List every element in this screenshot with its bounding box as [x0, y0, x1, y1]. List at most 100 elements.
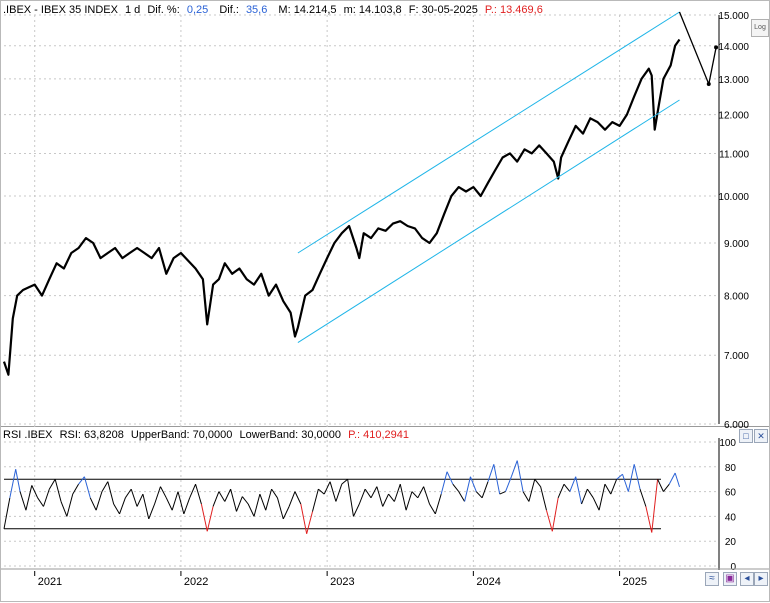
rsi-segment — [563, 483, 571, 492]
x-tick-label: 2025 — [623, 576, 647, 588]
rsi-segment — [148, 503, 156, 520]
last-price-label: P.: 13.469,6 — [484, 4, 543, 16]
rsi-segment — [165, 497, 173, 511]
rsi-segment — [417, 486, 425, 499]
rsi-segment — [294, 491, 302, 505]
rsi-segment — [200, 503, 208, 532]
rsi-segment — [522, 491, 530, 502]
rsi-segment — [440, 471, 448, 495]
projection-point — [706, 82, 711, 87]
rsi-segment — [177, 491, 185, 515]
rsi-segment — [212, 491, 220, 507]
rsi-segment — [358, 488, 366, 505]
x-tick-label: 2022 — [184, 576, 208, 588]
rsi-segment — [206, 506, 214, 532]
rsi-segment — [622, 474, 629, 492]
rsi-segment — [645, 506, 653, 533]
rsi-segment — [113, 503, 120, 515]
rsi-segment — [616, 473, 623, 480]
rsi-y-tick-label: 100 — [719, 438, 736, 449]
projection-path-line — [678, 11, 717, 87]
rsi-segment — [627, 464, 635, 492]
price-y-tick-label: 8.000 — [724, 292, 749, 303]
rsi-segment — [78, 476, 85, 485]
rsi-segment — [83, 476, 91, 498]
rsi-segment — [224, 488, 232, 502]
rsi-lower-label: LowerBand: 30,0000 — [239, 429, 341, 441]
rsi-segment — [265, 488, 273, 511]
rsi-segment — [130, 488, 138, 507]
rsi-segment — [464, 476, 471, 502]
rsi-segment — [329, 481, 337, 502]
rsi-upper-label: UpperBand: 70,0000 — [130, 429, 233, 441]
rsi-segment — [586, 488, 594, 499]
panel-maximize-button[interactable]: □ — [739, 429, 753, 443]
rsi-segment — [557, 483, 565, 498]
rsi-segment — [604, 483, 612, 495]
rsi-segment — [282, 506, 290, 520]
rsi-segment — [493, 464, 501, 495]
change-value: 35,6 — [245, 4, 268, 16]
price-y-tick-label: 15.000 — [718, 11, 749, 22]
rsi-segment — [318, 488, 325, 495]
rsi-segment — [551, 497, 559, 532]
rsi-segment — [639, 488, 647, 507]
rsi-segment — [674, 472, 680, 488]
min-label: m: 14.103,8 — [343, 4, 402, 16]
period-label: 1 d — [125, 4, 141, 16]
rsi-segment — [481, 481, 489, 498]
scroll-left-icon[interactable]: ◂ — [740, 572, 754, 586]
date-label: F: 30-05-2025 — [408, 4, 478, 16]
rsi-segment — [399, 484, 407, 511]
rsi-segment — [19, 491, 27, 511]
rsi-segment — [60, 501, 68, 517]
rsi-segment — [276, 497, 284, 520]
rsi-segment — [434, 493, 442, 515]
rsi-segment — [668, 472, 676, 485]
rsi-segment — [142, 493, 150, 519]
rsi-segment — [183, 497, 191, 515]
log-scale-button[interactable]: Log — [751, 19, 769, 37]
symbol-label: .IBEX - IBEX 35 INDEX — [3, 4, 118, 16]
rsi-segment — [528, 479, 536, 502]
rsi-segment — [446, 471, 454, 485]
rsi-segment — [364, 488, 372, 499]
panel-close-button[interactable]: ✕ — [754, 429, 768, 443]
rsi-segment — [66, 493, 74, 517]
rsi-segment — [370, 486, 378, 499]
rsi-segment — [657, 478, 664, 492]
rsi-segment — [353, 503, 360, 517]
rsi-segment — [54, 479, 62, 502]
rsi-segment — [9, 469, 17, 498]
x-tick-label: 2021 — [38, 576, 62, 588]
rsi-segment — [230, 488, 237, 512]
scroll-right-icon[interactable]: ▸ — [754, 572, 768, 586]
rsi-segment — [663, 483, 670, 492]
rsi-segment — [312, 488, 319, 512]
price-y-tick-label: 12.000 — [718, 111, 749, 122]
rsi-segment — [218, 491, 226, 502]
rsi-segment — [95, 491, 103, 511]
max-label: M: 14.214,5 — [278, 4, 337, 16]
rsi-segment — [48, 478, 56, 490]
price-y-tick-label: 14.000 — [718, 42, 749, 53]
rsi-segment — [393, 484, 401, 502]
rsi-y-tick-label: 80 — [725, 463, 737, 474]
rsi-segment — [253, 493, 261, 517]
price-header: .IBEX - IBEX 35 INDEX 1 d Dif. %: 0,25 D… — [3, 3, 547, 17]
price-series-line — [2, 38, 681, 376]
indicator-icon[interactable]: ≈ — [705, 572, 719, 586]
rsi-segment — [31, 485, 39, 499]
price-y-tick-label: 11.000 — [719, 149, 749, 160]
rsi-segment — [510, 460, 518, 477]
rsi-header: RSI .IBEX RSI: 63,8208 UpperBand: 70,000… — [3, 428, 413, 442]
rsi-segment — [25, 485, 33, 511]
rsi-segment — [154, 486, 161, 505]
rsi-segment — [89, 497, 97, 511]
change-label: Dif.: 35,6 — [219, 4, 268, 16]
rsi-segment — [347, 479, 354, 517]
rsi-p-label: P.: 410,2941 — [348, 429, 410, 441]
rsi-segment — [651, 479, 659, 533]
save-icon[interactable]: ▣ — [723, 572, 737, 586]
rsi-segment — [300, 503, 308, 534]
